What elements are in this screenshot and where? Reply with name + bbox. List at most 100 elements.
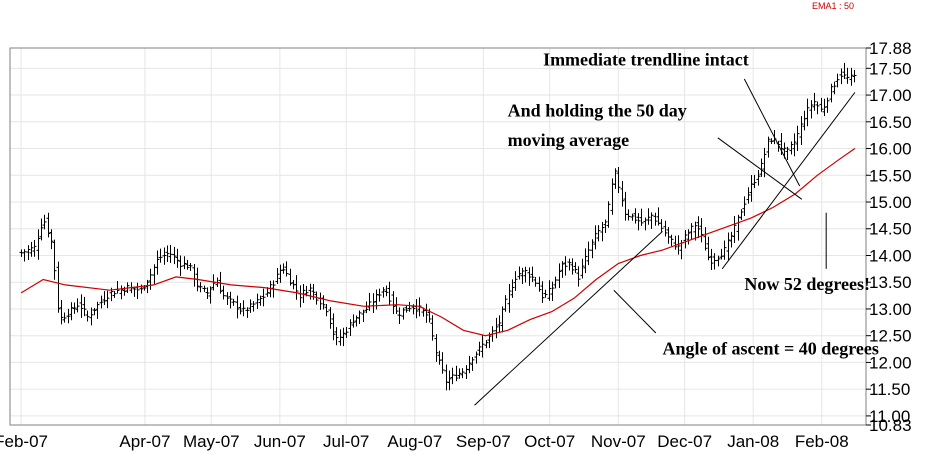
ohlc-bar [367, 292, 372, 311]
ohlc-bar [470, 356, 475, 371]
ohlc-bar [444, 364, 449, 391]
ohlc-bar [474, 351, 479, 364]
ohlc-bar [82, 296, 87, 317]
ohlc-bar [92, 307, 97, 316]
ohlc-bar [460, 368, 465, 379]
ohlc-bar [716, 255, 721, 267]
ohlc-bar [178, 255, 183, 276]
ohlc-bar [500, 306, 505, 333]
legend-ema: EMA1 : 50 [812, 1, 854, 11]
y-tick-label: 17.00 [869, 86, 912, 105]
ohlc-bar [639, 208, 644, 226]
ohlc-bar [523, 266, 528, 283]
ohlc-bar [464, 365, 469, 380]
ohlc-bar [513, 271, 518, 291]
ohlc-bar [540, 281, 545, 303]
ohlc-bar [208, 286, 213, 304]
ohlc-bar [102, 291, 107, 306]
ohlc-bar [281, 263, 286, 274]
ohlc-bar [812, 92, 817, 111]
ohlc-bar [819, 97, 824, 112]
ohlc-bar [659, 219, 664, 232]
x-tick-label: Feb-08 [795, 432, 849, 451]
ohlc-bar [245, 307, 250, 318]
ohlc-bar [510, 279, 515, 298]
ohlc-bar [457, 368, 462, 379]
ohlc-bar [59, 299, 64, 325]
ohlc-bar [371, 293, 376, 313]
ohlc-bar [447, 370, 452, 391]
y-tick-label: 15.50 [869, 166, 912, 185]
ohlc-bar [766, 136, 771, 158]
ohlc-bar [646, 208, 651, 225]
y-tick-label: 16.50 [869, 113, 912, 132]
ohlc-bar [603, 219, 608, 234]
ohlc-bar [231, 298, 236, 306]
ohlc-bar [334, 327, 339, 346]
ohlc-bar [145, 279, 150, 294]
annotation-pointer [743, 78, 801, 187]
ohlc-bar [673, 235, 678, 250]
annotation-text: Now 52 degrees! [744, 274, 870, 294]
ohlc-bar [785, 146, 790, 160]
ohlc-bar [454, 365, 459, 382]
ohlc-bar [22, 249, 27, 262]
ohlc-bar [255, 293, 260, 310]
trendline [474, 231, 663, 406]
ohlc-bar [228, 291, 233, 309]
ohlc-bar [318, 292, 323, 310]
ohlc-bar [517, 266, 522, 280]
x-axis-tick-labels: Feb-07 Apr-07 May-07 Jun-07 Jul-07 Aug-07 Sep-… [0, 432, 849, 451]
ohlc-bar [719, 248, 724, 260]
ohlc-bar [202, 285, 207, 292]
ohlc-bar [225, 292, 230, 305]
ohlc-bar [557, 263, 562, 288]
annotation-text: Immediate trendline intact [543, 50, 749, 70]
ohlc-bar [357, 310, 362, 324]
ohlc-bar [746, 187, 751, 204]
ohlc-bar [168, 244, 173, 263]
ohlc-bar [135, 282, 140, 299]
ohlc-bar [384, 285, 389, 297]
ohlc-bar [533, 276, 538, 287]
ohlc-bar [205, 287, 210, 299]
ohlc-bar [175, 248, 180, 268]
ohlc-bar [36, 229, 41, 260]
ohlc-bar [825, 97, 830, 113]
x-tick-label: Oct-07 [524, 432, 575, 451]
ohlc-bar [756, 170, 761, 186]
ohlc-bar [626, 209, 631, 221]
ohlc-bar [620, 180, 625, 207]
ohlc-bar [401, 307, 406, 320]
y-tick-label: 11.50 [869, 380, 910, 399]
annotation-text: Angle of ascent = 40 degrees [663, 338, 879, 358]
ohlc-bar [261, 288, 266, 307]
ohlc-bar [404, 305, 409, 313]
ohlc-bar [537, 276, 542, 292]
ohlc-bar [381, 287, 386, 298]
x-tick-label: Sep-07 [456, 432, 511, 451]
ohlc-bar [72, 302, 77, 314]
ohlc-bar [192, 263, 197, 287]
ema-50-line [20, 148, 856, 337]
ohlc-bar [467, 355, 472, 374]
ohlc-bar [66, 308, 71, 324]
annotation-pointer [613, 289, 657, 334]
ohlc-bar [722, 240, 727, 260]
ohlc-bar [832, 81, 837, 95]
ohlc-bar [480, 335, 485, 358]
ohlc-bar [845, 67, 850, 84]
ohlc-bar [683, 230, 688, 249]
ohlc-bar [95, 301, 100, 319]
ohlc-bar [663, 220, 668, 237]
annotation-pointers [613, 78, 827, 334]
ohlc-bar [172, 246, 177, 265]
ohlc-bar [188, 263, 193, 271]
ohlc-bar [802, 110, 807, 131]
ohlc-bar [709, 248, 714, 271]
ohlc-bar [590, 239, 595, 259]
ohlc-bar [563, 256, 568, 276]
ohlc-bar [361, 309, 366, 323]
ohlc-bar [29, 241, 34, 257]
ohlc-bar [842, 62, 847, 80]
